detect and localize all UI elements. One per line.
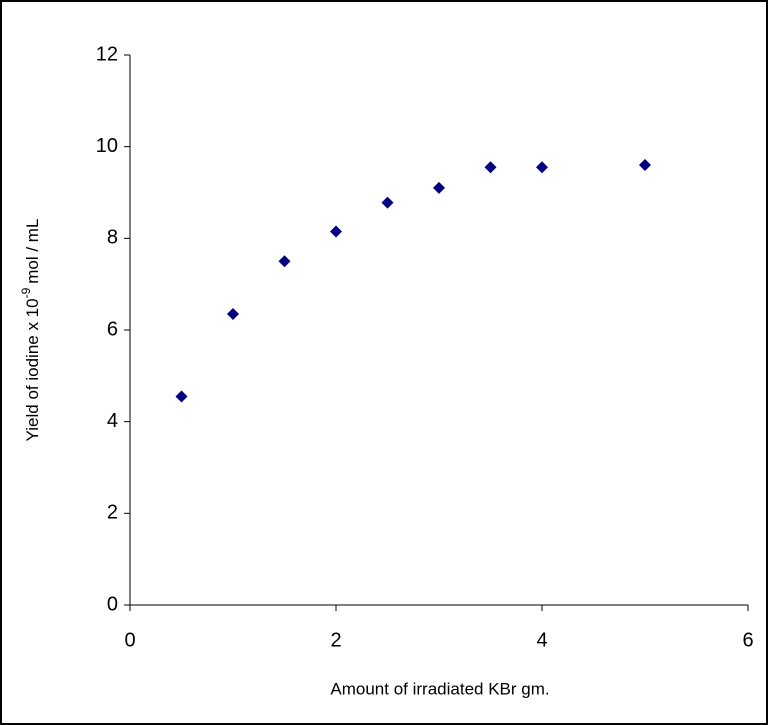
x-tick-label: 2 <box>330 629 341 651</box>
y-axis-label-text: Yield of iodine x 10 <box>23 298 42 441</box>
data-point <box>278 255 291 268</box>
y-tick-label: 0 <box>107 593 118 615</box>
y-tick-label: 4 <box>107 410 118 432</box>
data-point <box>227 307 239 320</box>
data-point <box>484 161 497 174</box>
x-tick-label: 4 <box>536 629 547 651</box>
data-point <box>381 196 394 209</box>
x-axis-label: Amount of irradiated KBr gm. <box>330 679 549 698</box>
data-point <box>536 161 548 174</box>
y-axis-label-suffix: mol / mL <box>23 219 42 284</box>
y-axis-label-superscript: -9 <box>19 287 33 298</box>
data-point <box>330 225 342 238</box>
y-tick-label: 6 <box>107 318 118 340</box>
data-point <box>175 390 188 403</box>
data-point <box>639 159 651 171</box>
y-tick-label: 12 <box>96 43 118 65</box>
y-tick-label: 8 <box>107 227 118 249</box>
x-tick-label: 6 <box>742 629 753 651</box>
y-axis-label: Yield of iodine x 10-9 mol / mL <box>19 219 42 442</box>
y-tick-label: 2 <box>107 502 118 524</box>
x-tick-label: 0 <box>124 629 135 651</box>
y-tick-label: 10 <box>96 135 118 157</box>
data-point <box>433 181 445 194</box>
